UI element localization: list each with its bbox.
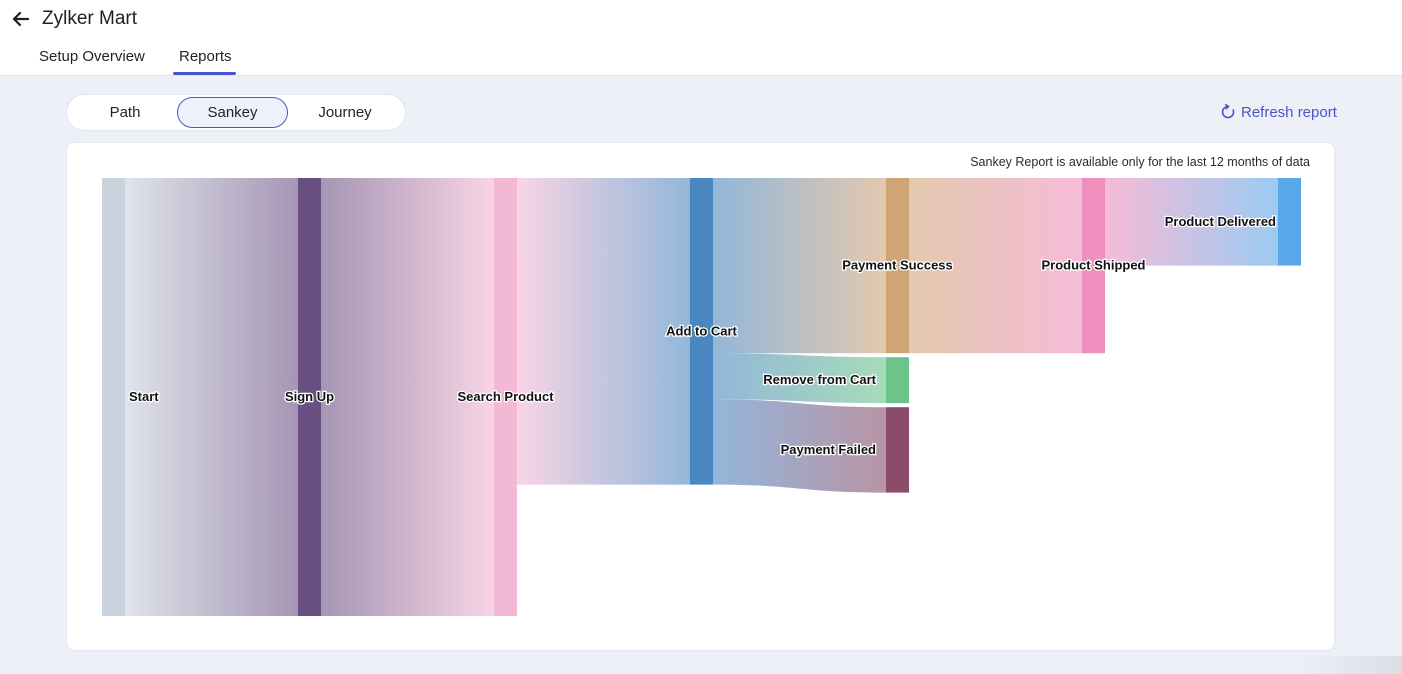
sankey-link-success-shipped (909, 178, 1082, 354)
sankey-node-label-signup: Sign Up (285, 389, 334, 404)
availability-note: Sankey Report is available only for the … (970, 155, 1310, 169)
sankey-link-cart-failed (713, 399, 886, 493)
report-view-toggle: Path Sankey Journey (66, 94, 406, 131)
sankey-node-delivered (1278, 178, 1301, 266)
sankey-node-label-start: Start (129, 389, 159, 404)
view-option-journey[interactable]: Journey (318, 104, 372, 121)
sankey-node-start (102, 178, 125, 616)
sankey-node-search (494, 178, 517, 616)
refresh-report-button[interactable]: Refresh report (1220, 101, 1337, 123)
sankey-node-label-cart: Add to Cart (666, 323, 737, 338)
sankey-link-cart-success (713, 178, 886, 354)
sankey-chart: Start Sign Up Search Product Add to Cart Pay… (102, 178, 1301, 616)
tab-reports[interactable]: Reports (179, 48, 232, 65)
sankey-node-label-failed: Payment Failed (781, 442, 876, 457)
top-bar: Zylker Mart Setup Overview Reports (0, 0, 1402, 76)
back-button[interactable] (8, 6, 34, 32)
sankey-link-start-signup (125, 178, 298, 616)
refresh-report-label: Refresh report (1241, 103, 1337, 121)
sankey-node-label-success: Payment Success (842, 258, 953, 273)
sankey-node-shipped (1082, 178, 1105, 354)
sankey-nodes (102, 178, 1301, 616)
sankey-node-remove (886, 357, 909, 404)
sankey-node-label-search: Search Product (457, 389, 554, 404)
sankey-node-label-delivered: Product Delivered (1165, 214, 1276, 229)
sankey-node-success (886, 178, 909, 354)
sankey-link-cart-remove (713, 353, 886, 404)
sankey-node-failed (886, 407, 909, 493)
sankey-link-signup-search (321, 178, 494, 616)
refresh-icon (1221, 104, 1235, 119)
sankey-links (125, 178, 1278, 616)
sankey-node-cart (690, 178, 713, 485)
app-title: Zylker Mart (42, 8, 137, 29)
sankey-node-signup (298, 178, 321, 616)
corner-shadow (1292, 656, 1402, 674)
view-option-sankey[interactable]: Sankey (177, 97, 288, 128)
sankey-node-label-shipped: Product Shipped (1042, 258, 1146, 273)
view-option-path[interactable]: Path (109, 104, 141, 121)
report-card: Sankey Report is available only for the … (66, 142, 1335, 651)
sankey-node-label-remove: Remove from Cart (763, 372, 876, 387)
arrow-left-icon (12, 11, 30, 27)
sankey-link-search-cart (517, 178, 690, 485)
sankey-labels: Start Sign Up Search Product Add to Cart Pay… (128, 213, 1278, 459)
active-tab-indicator (173, 72, 236, 75)
tab-setup-overview[interactable]: Setup Overview (39, 48, 145, 65)
sankey-link-shipped-delivered (1105, 178, 1278, 266)
